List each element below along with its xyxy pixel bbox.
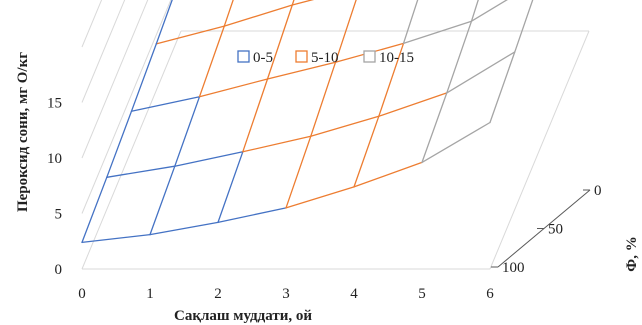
- z-tick-label: 5: [55, 207, 63, 223]
- legend-swatch: [295, 50, 308, 63]
- mesh-row-2-seg-4: [402, 20, 473, 45]
- gridlines: [81, 0, 590, 270]
- mesh-row-0-seg-4: [353, 161, 423, 188]
- mesh-row-1-seg-3: [310, 115, 380, 137]
- mesh-col-0-seg-1: [106, 110, 133, 178]
- depth-axis-line: [497, 189, 591, 268]
- mesh-col-2-seg-2: [266, 4, 293, 80]
- mesh-row-3-seg-1: [223, 4, 293, 27]
- x-tick-label: 1: [146, 286, 154, 302]
- mesh-col-1-seg-0: [149, 165, 176, 236]
- mesh-row-0-seg-1: [149, 221, 219, 236]
- gridline-top: [81, 0, 103, 48]
- y-axis-title: Пероксид сони, мг О/кг: [15, 52, 31, 212]
- x-tick-label: 0: [78, 286, 86, 302]
- mesh-col-1-seg-1: [174, 96, 201, 167]
- mesh-row-1-seg-0: [106, 165, 176, 178]
- depth-axis-ticks: 0 50 100: [491, 183, 602, 276]
- x-tick-label: 2: [214, 286, 222, 302]
- mesh-col-3-seg-2: [334, 0, 357, 63]
- z-tick-label: 0: [55, 262, 63, 278]
- mesh-col-5-seg-1: [446, 20, 473, 94]
- x-tick-label: 5: [418, 286, 426, 302]
- mesh-row-2-seg-5: [470, 0, 508, 22]
- legend-label: 0-5: [253, 50, 273, 66]
- mesh-col-4-seg-0: [353, 115, 380, 188]
- legend-label: 10-15: [379, 50, 414, 66]
- legend: 0-5 5-10 10-15: [237, 50, 414, 66]
- x-tick-label: 3: [282, 286, 290, 302]
- gridline-depth-2: [81, 0, 149, 159]
- mesh-row-2-seg-1: [198, 78, 269, 98]
- mesh-col-4-seg-2: [402, 0, 419, 45]
- mesh-col-5-seg-0: [421, 92, 448, 164]
- depth-tick-label: 0: [594, 183, 602, 199]
- mesh-col-3-seg-1: [310, 61, 337, 137]
- mesh-col-0-seg-0: [81, 176, 108, 244]
- mesh-row-2-seg-0: [130, 96, 201, 112]
- x-axis-title: Сақлаш муддати, ой: [174, 308, 312, 324]
- legend-swatch: [363, 50, 376, 63]
- z-tick-label: 10: [47, 151, 62, 167]
- floor-right-line: [489, 30, 590, 270]
- mesh-row-1-seg-2: [242, 135, 312, 153]
- mesh-col-4-seg-1: [378, 42, 405, 117]
- depth-axis-title: Ф, %: [624, 236, 640, 271]
- mesh-row-3-seg-2: [291, 0, 315, 6]
- mesh-col-1-seg-3: [223, 0, 234, 27]
- x-tick-label: 6: [486, 286, 494, 302]
- mesh-row-2-seg-2: [266, 61, 337, 80]
- x-axis-ticks: 0 1 2 3 4 5 6: [78, 286, 494, 302]
- mesh-row-0-seg-2: [217, 207, 287, 224]
- mesh-col-0-seg-3: [155, 0, 173, 45]
- mesh-row-0-seg-3: [285, 186, 355, 209]
- mesh-col-0-seg-2: [130, 43, 157, 112]
- mesh-row-1-seg-4: [378, 92, 448, 117]
- mesh-row-3-seg-0: [155, 25, 225, 45]
- depth-tick-label: 100: [502, 260, 525, 276]
- mesh-col-6-seg-0: [489, 51, 516, 124]
- depth-tick-label: 50: [548, 222, 563, 238]
- legend-swatch: [237, 50, 250, 63]
- gridline-depth-1: [81, 0, 172, 214]
- mesh-col-6-seg-1: [514, 0, 534, 53]
- mesh-row-0-seg-5: [421, 121, 491, 164]
- mesh-col-2-seg-1: [242, 78, 269, 153]
- gridline-depth-0: [81, 30, 182, 270]
- z-axis-ticks: 0 5 10 15: [47, 96, 62, 279]
- mesh-row-0-seg-0: [81, 233, 151, 244]
- mesh-col-2-seg-0: [217, 151, 244, 224]
- gridline-depth-3: [81, 0, 126, 103]
- mesh-col-5-seg-2: [470, 0, 479, 22]
- x-tick-label: 4: [350, 286, 358, 302]
- z-tick-label: 15: [47, 96, 62, 112]
- surface-plot: [81, 0, 534, 244]
- mesh-col-1-seg-2: [198, 25, 225, 98]
- mesh-col-3-seg-0: [285, 135, 312, 209]
- mesh-row-1-seg-1: [174, 151, 244, 167]
- legend-label: 5-10: [311, 50, 339, 66]
- mesh-row-1-seg-5: [446, 51, 516, 94]
